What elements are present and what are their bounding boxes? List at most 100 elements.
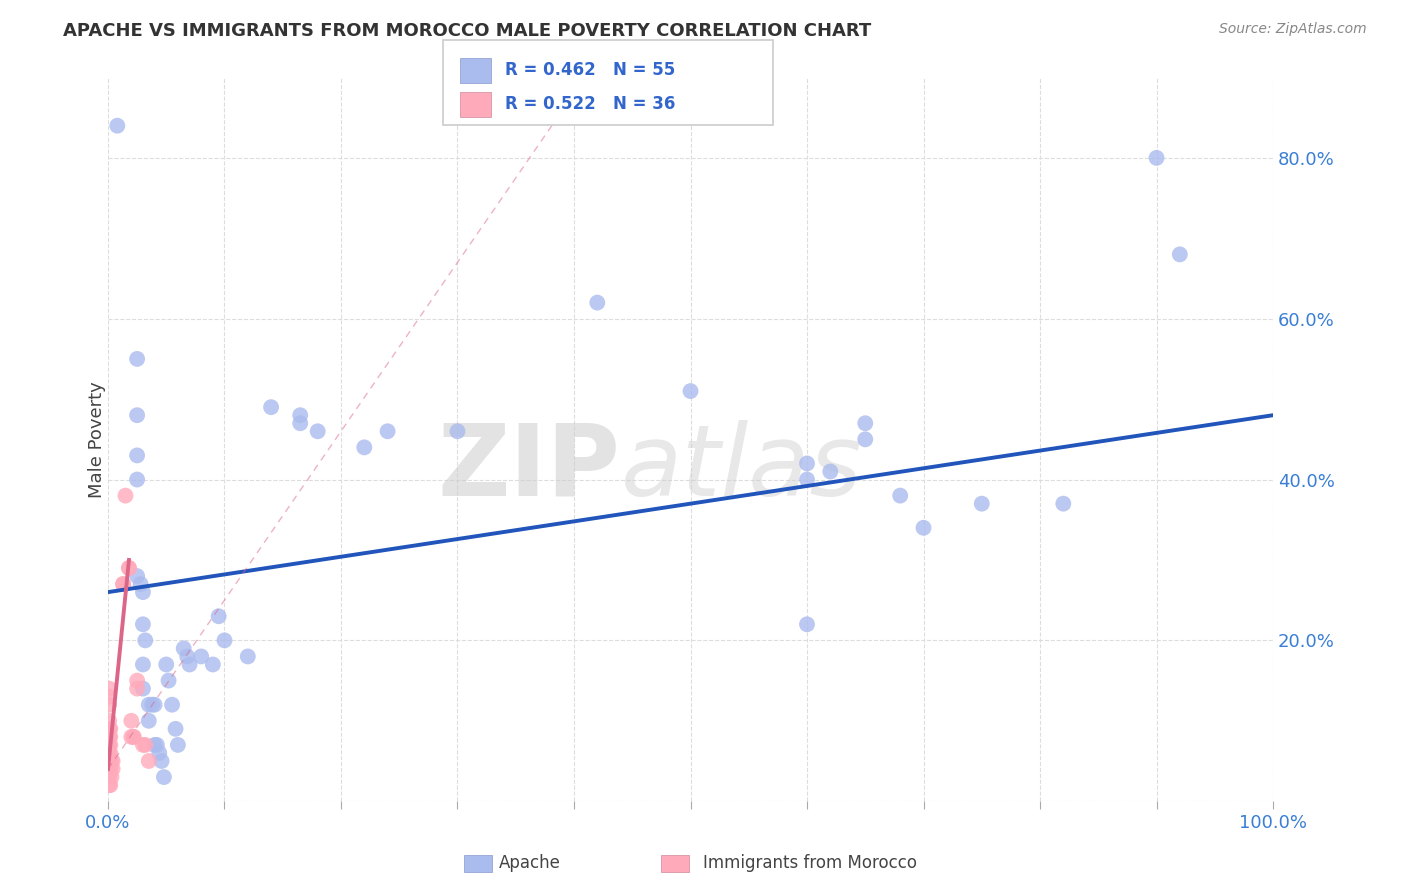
Point [127, 473, 149, 487]
Point [307, 424, 329, 438]
Point [260, 400, 283, 414]
Point [98, 690, 121, 704]
Point [586, 295, 609, 310]
Point [98, 714, 121, 728]
Point [118, 561, 141, 575]
Point [132, 617, 155, 632]
Point [141, 698, 163, 712]
Point [129, 577, 152, 591]
Point [127, 408, 149, 422]
Point [101, 762, 124, 776]
Point [120, 714, 142, 728]
Point [912, 521, 935, 535]
Point [100, 754, 122, 768]
Text: Apache: Apache [499, 855, 561, 872]
Point [134, 633, 156, 648]
Point [98, 722, 121, 736]
Point [98, 762, 121, 776]
Point [138, 754, 160, 768]
Point [796, 617, 818, 632]
Point [98, 746, 121, 760]
Point [134, 738, 156, 752]
Point [100, 770, 122, 784]
Point [679, 384, 702, 398]
Text: atlas: atlas [620, 420, 862, 516]
Point [236, 649, 259, 664]
Point [208, 609, 231, 624]
Text: Immigrants from Morocco: Immigrants from Morocco [703, 855, 917, 872]
Point [132, 738, 155, 752]
Point [214, 633, 236, 648]
Point [889, 489, 911, 503]
Point [143, 698, 166, 712]
Point [138, 714, 160, 728]
Point [146, 738, 169, 752]
Point [160, 698, 183, 712]
Point [98, 698, 121, 712]
Point [143, 738, 166, 752]
Point [179, 657, 201, 672]
Point [165, 722, 187, 736]
Point [127, 351, 149, 366]
Point [290, 408, 312, 422]
Point [98, 778, 121, 792]
Y-axis label: Male Poverty: Male Poverty [89, 381, 105, 498]
Text: R = 0.462   N = 55: R = 0.462 N = 55 [505, 62, 675, 79]
Point [173, 641, 195, 656]
Point [176, 649, 198, 664]
Point [98, 730, 121, 744]
Point [98, 746, 121, 760]
Point [98, 762, 121, 776]
Point [127, 673, 149, 688]
Point [153, 770, 176, 784]
Point [132, 585, 155, 599]
Point [853, 433, 876, 447]
Point [98, 681, 121, 696]
Point [118, 561, 141, 575]
Point [114, 489, 136, 503]
Point [1052, 497, 1074, 511]
Point [353, 441, 375, 455]
Point [796, 473, 818, 487]
Point [112, 577, 135, 591]
Point [132, 681, 155, 696]
Point [127, 681, 149, 696]
Point [98, 722, 121, 736]
Point [148, 746, 170, 760]
Point [190, 649, 212, 664]
Point [446, 424, 468, 438]
Point [138, 698, 160, 712]
Point [98, 770, 121, 784]
Point [796, 457, 818, 471]
Point [98, 754, 121, 768]
Point [122, 730, 145, 744]
Point [167, 738, 190, 752]
Text: Source: ZipAtlas.com: Source: ZipAtlas.com [1219, 22, 1367, 37]
Point [155, 657, 177, 672]
Point [127, 449, 149, 463]
Point [112, 577, 135, 591]
Point [132, 657, 155, 672]
Point [98, 778, 121, 792]
Point [98, 738, 121, 752]
Point [150, 754, 173, 768]
Point [1168, 247, 1191, 261]
Point [157, 673, 180, 688]
Point [820, 465, 842, 479]
Point [120, 730, 142, 744]
Point [853, 416, 876, 430]
Point [127, 569, 149, 583]
Text: ZIP: ZIP [437, 420, 620, 516]
Point [377, 424, 399, 438]
Text: R = 0.522   N = 36: R = 0.522 N = 36 [505, 95, 675, 113]
Point [201, 657, 224, 672]
Point [101, 754, 124, 768]
Point [970, 497, 993, 511]
Point [105, 119, 128, 133]
Text: APACHE VS IMMIGRANTS FROM MOROCCO MALE POVERTY CORRELATION CHART: APACHE VS IMMIGRANTS FROM MOROCCO MALE P… [63, 22, 872, 40]
Point [1146, 151, 1168, 165]
Point [290, 416, 312, 430]
Point [122, 730, 145, 744]
Point [98, 738, 121, 752]
Point [98, 730, 121, 744]
